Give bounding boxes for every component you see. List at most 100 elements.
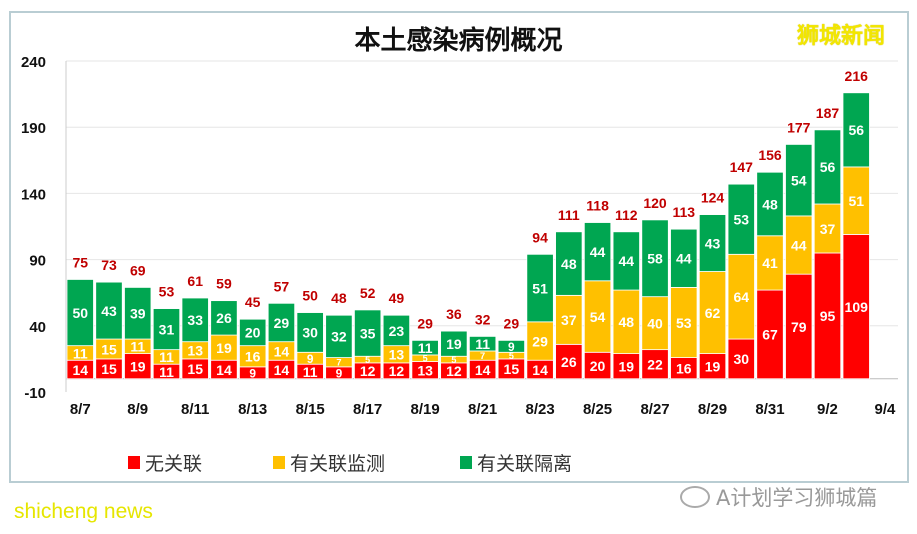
data-label: 32 [331,329,347,345]
bar-segment [698,353,727,380]
total-label: 53 [159,284,175,300]
data-label: 11 [418,340,433,356]
bar-segment [526,321,554,361]
total-label: 177 [787,119,811,135]
total-label: 48 [331,290,347,306]
bar-segment [612,289,640,355]
bar-segment [497,339,526,353]
data-label: 53 [733,212,749,228]
bar-segment [210,300,238,336]
total-label: 45 [245,294,261,310]
data-label: 13 [389,347,405,363]
data-label: 9 [336,366,343,380]
data-label: 30 [302,325,318,341]
x-tick-label: 9/2 [817,401,838,418]
x-tick-label: 8/11 [181,401,209,418]
y-tick-label: 90 [29,253,46,270]
data-label: 54 [590,309,606,325]
data-label: 23 [389,323,405,339]
bar-segment [813,252,842,380]
legend-label: 有关联隔离 [477,453,573,475]
data-label: 64 [733,289,749,305]
legend-swatch [128,456,140,469]
total-label: 59 [216,276,232,292]
data-label: 7 [336,358,341,368]
bar-segment [785,215,813,275]
data-label: 53 [676,315,692,331]
data-label: 11 [303,364,318,380]
legend-label: 无关联 [145,453,203,475]
data-label: 44 [676,251,692,267]
bar-segment [785,144,813,217]
bar-segment [583,351,612,380]
data-label: 20 [590,358,606,374]
x-tick-label: 8/9 [127,401,148,418]
data-label: 51 [532,280,548,296]
x-tick-label: 8/27 [640,401,669,418]
bar-segment [382,314,411,347]
data-label: 15 [187,361,203,377]
data-label: 9 [508,340,515,354]
data-label: 26 [216,310,232,326]
data-label: 29 [532,333,548,349]
total-label: 69 [130,262,146,278]
y-tick-label: 190 [21,120,46,137]
y-tick-label: 140 [21,186,46,203]
data-label: 11 [159,364,174,380]
data-label: 37 [561,312,577,328]
data-label: 11 [73,345,88,361]
bar-segment [670,228,698,288]
data-label: 13 [187,343,203,359]
bar-segment [124,287,152,340]
total-label: 61 [187,273,203,289]
bar-segment [842,166,870,235]
x-tick-label: 8/19 [411,401,440,418]
data-label: 14 [274,343,290,359]
bar-segment [698,271,727,355]
data-label: 44 [619,253,635,269]
total-label: 112 [615,207,638,223]
bar-segment [239,318,267,347]
x-tick-label: 8/13 [238,401,267,418]
x-tick-label: 8/17 [353,401,382,418]
data-label: 54 [791,172,807,188]
bar-segment [583,222,612,282]
x-tick-label: 8/23 [525,401,554,418]
bar-segment [756,235,784,291]
y-tick-label: -10 [24,385,46,402]
bar-segment [555,343,583,380]
data-label: 44 [791,237,807,253]
data-label: 19 [705,359,721,375]
bar-segment [813,203,842,254]
bar-segment [325,314,353,358]
data-label: 12 [389,363,405,379]
total-label: 50 [302,288,318,304]
legend-item-quarantined: 有关联隔离 [460,449,572,476]
legend-item-unlinked: 无关联 [128,449,202,476]
bar-segment [842,92,870,168]
bar-segment [555,231,583,296]
data-label: 22 [647,357,663,373]
data-label: 58 [647,251,663,267]
legend-swatch [273,456,285,469]
data-label: 11 [130,339,145,355]
data-label: 9 [249,366,256,380]
bar-segment [152,308,181,351]
bar-segment [353,309,382,357]
bar-segment [267,302,296,343]
footer-account: A计划学习狮城篇 [680,482,877,512]
data-label: 79 [791,319,807,335]
chart-title: 本土感染病例概况 [354,26,563,56]
bar-segment [181,297,209,343]
total-label: 94 [532,229,548,245]
data-label: 37 [820,221,836,237]
data-label: 41 [762,255,778,271]
data-label: 7 [480,351,485,361]
bar-segment [66,279,94,347]
data-label: 19 [446,336,462,352]
watermark-logo: 狮城新闻 [797,24,886,49]
data-label: 16 [676,360,692,376]
data-label: 19 [619,359,635,375]
data-label: 29 [274,315,290,331]
data-label: 14 [475,362,491,378]
